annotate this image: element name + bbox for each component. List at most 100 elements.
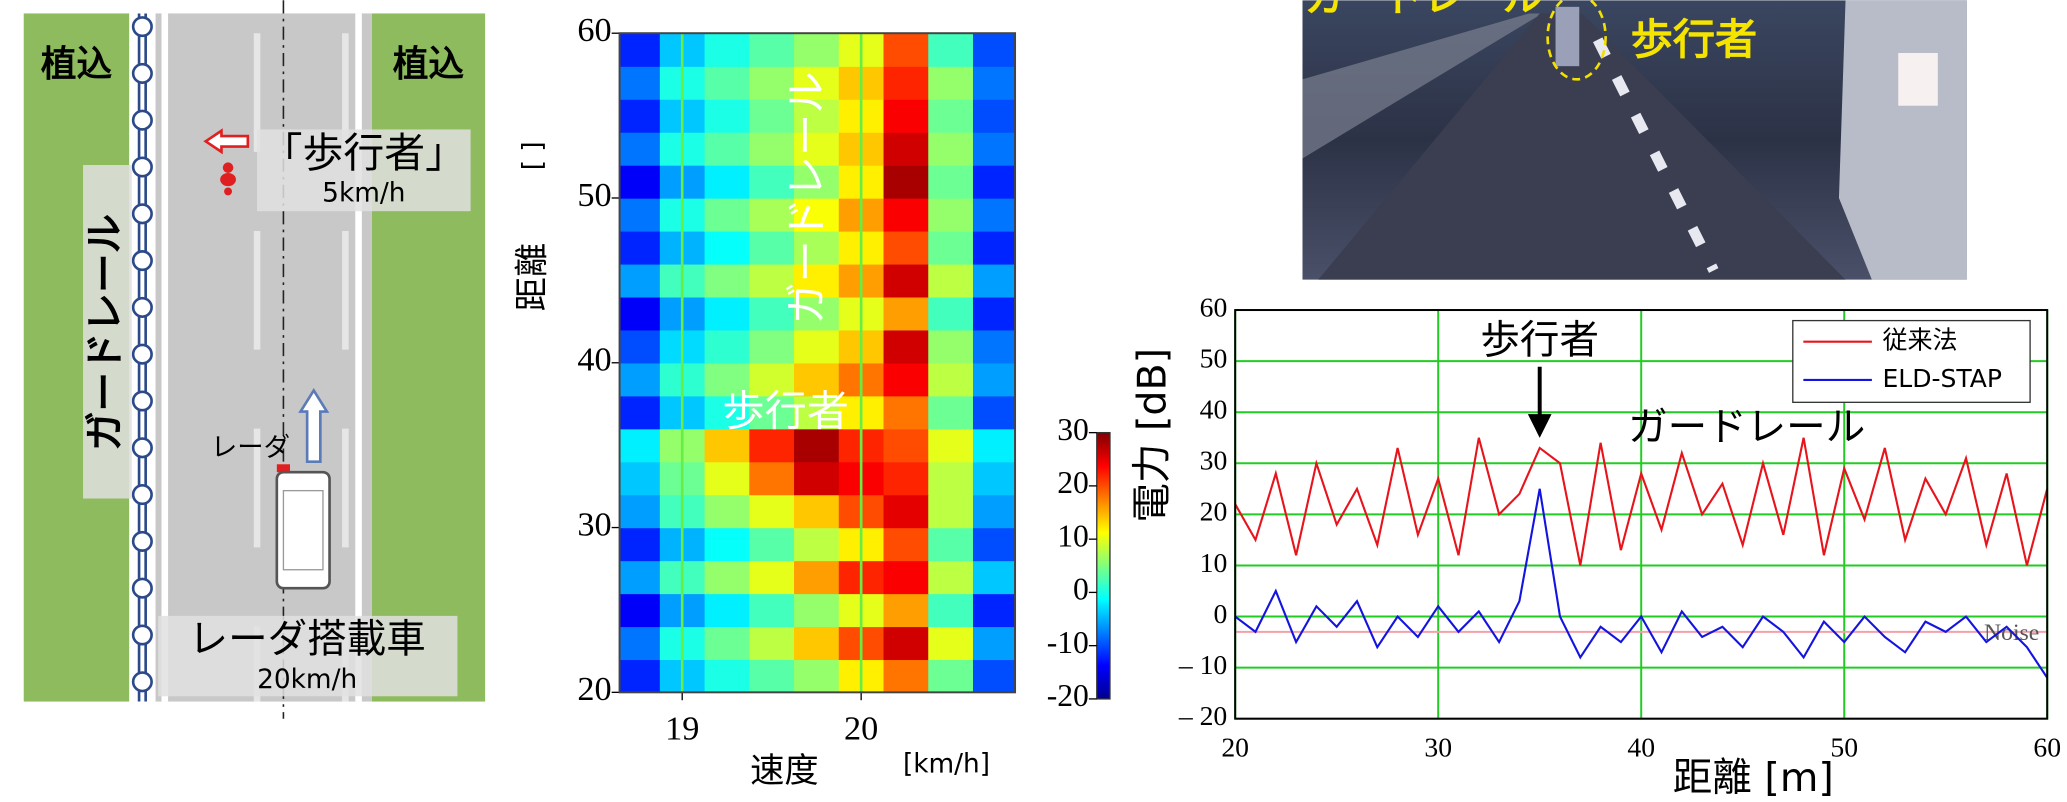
- heatmap-cell: [884, 462, 929, 496]
- heatmap-cell: [794, 528, 839, 562]
- x-tick-label: 19: [665, 710, 699, 748]
- heatmap-cell: [749, 626, 794, 660]
- heatmap-cell: [615, 330, 660, 364]
- heatmap-cell: [705, 330, 750, 364]
- radar-label: レーダ: [211, 433, 290, 463]
- heatmap-cell: [705, 626, 750, 660]
- heatmap-cell: [615, 363, 660, 397]
- heatmap-cell: [928, 462, 973, 496]
- heatmap-cell: [794, 330, 839, 364]
- heatmap-cell: [794, 659, 839, 693]
- heatmap-cell: [973, 626, 1018, 660]
- heatmap-cell: [973, 528, 1018, 562]
- heatmap-cell: [615, 33, 660, 67]
- heatmap-cell: [615, 297, 660, 331]
- heatmap-cell: [928, 297, 973, 331]
- heatmap-cell: [615, 231, 660, 265]
- heatmap-cell: [928, 495, 973, 529]
- y-tick-label: 30: [1200, 445, 1228, 476]
- heatmap-cell: [794, 462, 839, 496]
- guardrail-post: [133, 251, 151, 269]
- x-tick-label: 60: [2033, 732, 2061, 763]
- colorbar-tick-label: 0: [1073, 572, 1089, 607]
- photo-label: 歩行者: [1631, 15, 1758, 64]
- planting-label: 植込: [41, 44, 113, 85]
- heatmap-cell: [928, 593, 973, 627]
- heatmap-cell: [884, 132, 929, 166]
- y-tick-label: 20: [577, 670, 611, 708]
- heatmap-cell: [705, 132, 750, 166]
- heatmap-cell: [884, 626, 929, 660]
- heatmap-cell: [884, 396, 929, 430]
- vehicle-light: [1898, 53, 1938, 106]
- heatmap-cell: [615, 528, 660, 562]
- guardrail-post: [133, 673, 151, 691]
- heatmap-cell: [705, 264, 750, 298]
- heatmap-cell: [749, 561, 794, 595]
- y-tick-label: – 10: [1178, 649, 1227, 680]
- guardrail-post: [133, 205, 151, 223]
- photo: 歩行者 ガードレール: [1302, 0, 1966, 280]
- heatmap-cell: [884, 66, 929, 100]
- guardrail-post: [133, 64, 151, 82]
- heatmap-cell: [794, 561, 839, 595]
- y-axis-title: 電力 [dB]: [1129, 348, 1175, 523]
- heatmap-cell: [928, 165, 973, 199]
- heatmap-cell: [973, 363, 1018, 397]
- heatmap-cell: [794, 626, 839, 660]
- heatmap-cell: [615, 198, 660, 232]
- heatmap-cell: [615, 593, 660, 627]
- colorbar: [1097, 433, 1110, 699]
- heatmap-cell: [884, 264, 929, 298]
- heatmap-cell: [615, 462, 660, 496]
- planting-strip: [372, 13, 485, 701]
- y-axis-title: 距離: [512, 243, 552, 312]
- figure: ガードレール 植込 植込 「歩行者」 5km/h レーダ レーダ搭載車 20km…: [0, 0, 2067, 802]
- heatmap-cell: [705, 165, 750, 199]
- heatmap-cell: [794, 593, 839, 627]
- heatmap-cell: [884, 231, 929, 265]
- heatmap-cell: [705, 66, 750, 100]
- road-diagram: ガードレール 植込 植込 「歩行者」 5km/h レーダ レーダ搭載車 20km…: [24, 0, 485, 718]
- heatmap-cell: [973, 297, 1018, 331]
- heatmap-cell: [705, 462, 750, 496]
- heatmap-cell: [928, 561, 973, 595]
- vehicle-speed: 20km/h: [257, 665, 357, 695]
- heatmap-cell: [973, 561, 1018, 595]
- heatmap-cell: [615, 165, 660, 199]
- y-tick-label: 20: [1200, 496, 1228, 527]
- heatmap-cell: [884, 561, 929, 595]
- heatmap-cell: [928, 429, 973, 463]
- y-tick-label: – 20: [1178, 700, 1227, 731]
- heatmap-cell: [615, 429, 660, 463]
- heatmap-cell: [615, 659, 660, 693]
- y-tick-label: 50: [1200, 342, 1228, 373]
- vehicle: [277, 472, 330, 588]
- heatmap-cell: [615, 495, 660, 529]
- pedestrian-label: 「歩行者」: [262, 129, 466, 177]
- guardrail-post: [133, 17, 151, 35]
- guardrail-post: [133, 111, 151, 129]
- heatmap-cell: [884, 99, 929, 133]
- heatmap-cell: [749, 593, 794, 627]
- guardrail-post: [133, 532, 151, 550]
- guardrail-post: [133, 626, 151, 644]
- heatmap-cell: [884, 165, 929, 199]
- x-tick-label: 50: [1830, 732, 1858, 763]
- photo-label: ガードレール: [1305, 0, 1542, 21]
- heatmap-cell: [749, 528, 794, 562]
- heatmap-cell: [928, 396, 973, 430]
- heatmap-cell: [973, 495, 1018, 529]
- heatmap-cell: [749, 659, 794, 693]
- heatmap-cell: [973, 165, 1018, 199]
- annotation: ガードレール: [782, 71, 831, 324]
- heatmap-cell: [973, 33, 1018, 67]
- x-axis-unit: [km/h]: [903, 749, 990, 779]
- guardrail-label: ガードレール: [83, 214, 129, 451]
- heatmap-cell: [705, 495, 750, 529]
- y-tick-label: 60: [1200, 291, 1228, 322]
- heatmap-cell: [615, 561, 660, 595]
- y-tick-label: 60: [577, 11, 611, 49]
- vehicle-photo: [1839, 0, 1967, 279]
- heatmap-cell: [615, 264, 660, 298]
